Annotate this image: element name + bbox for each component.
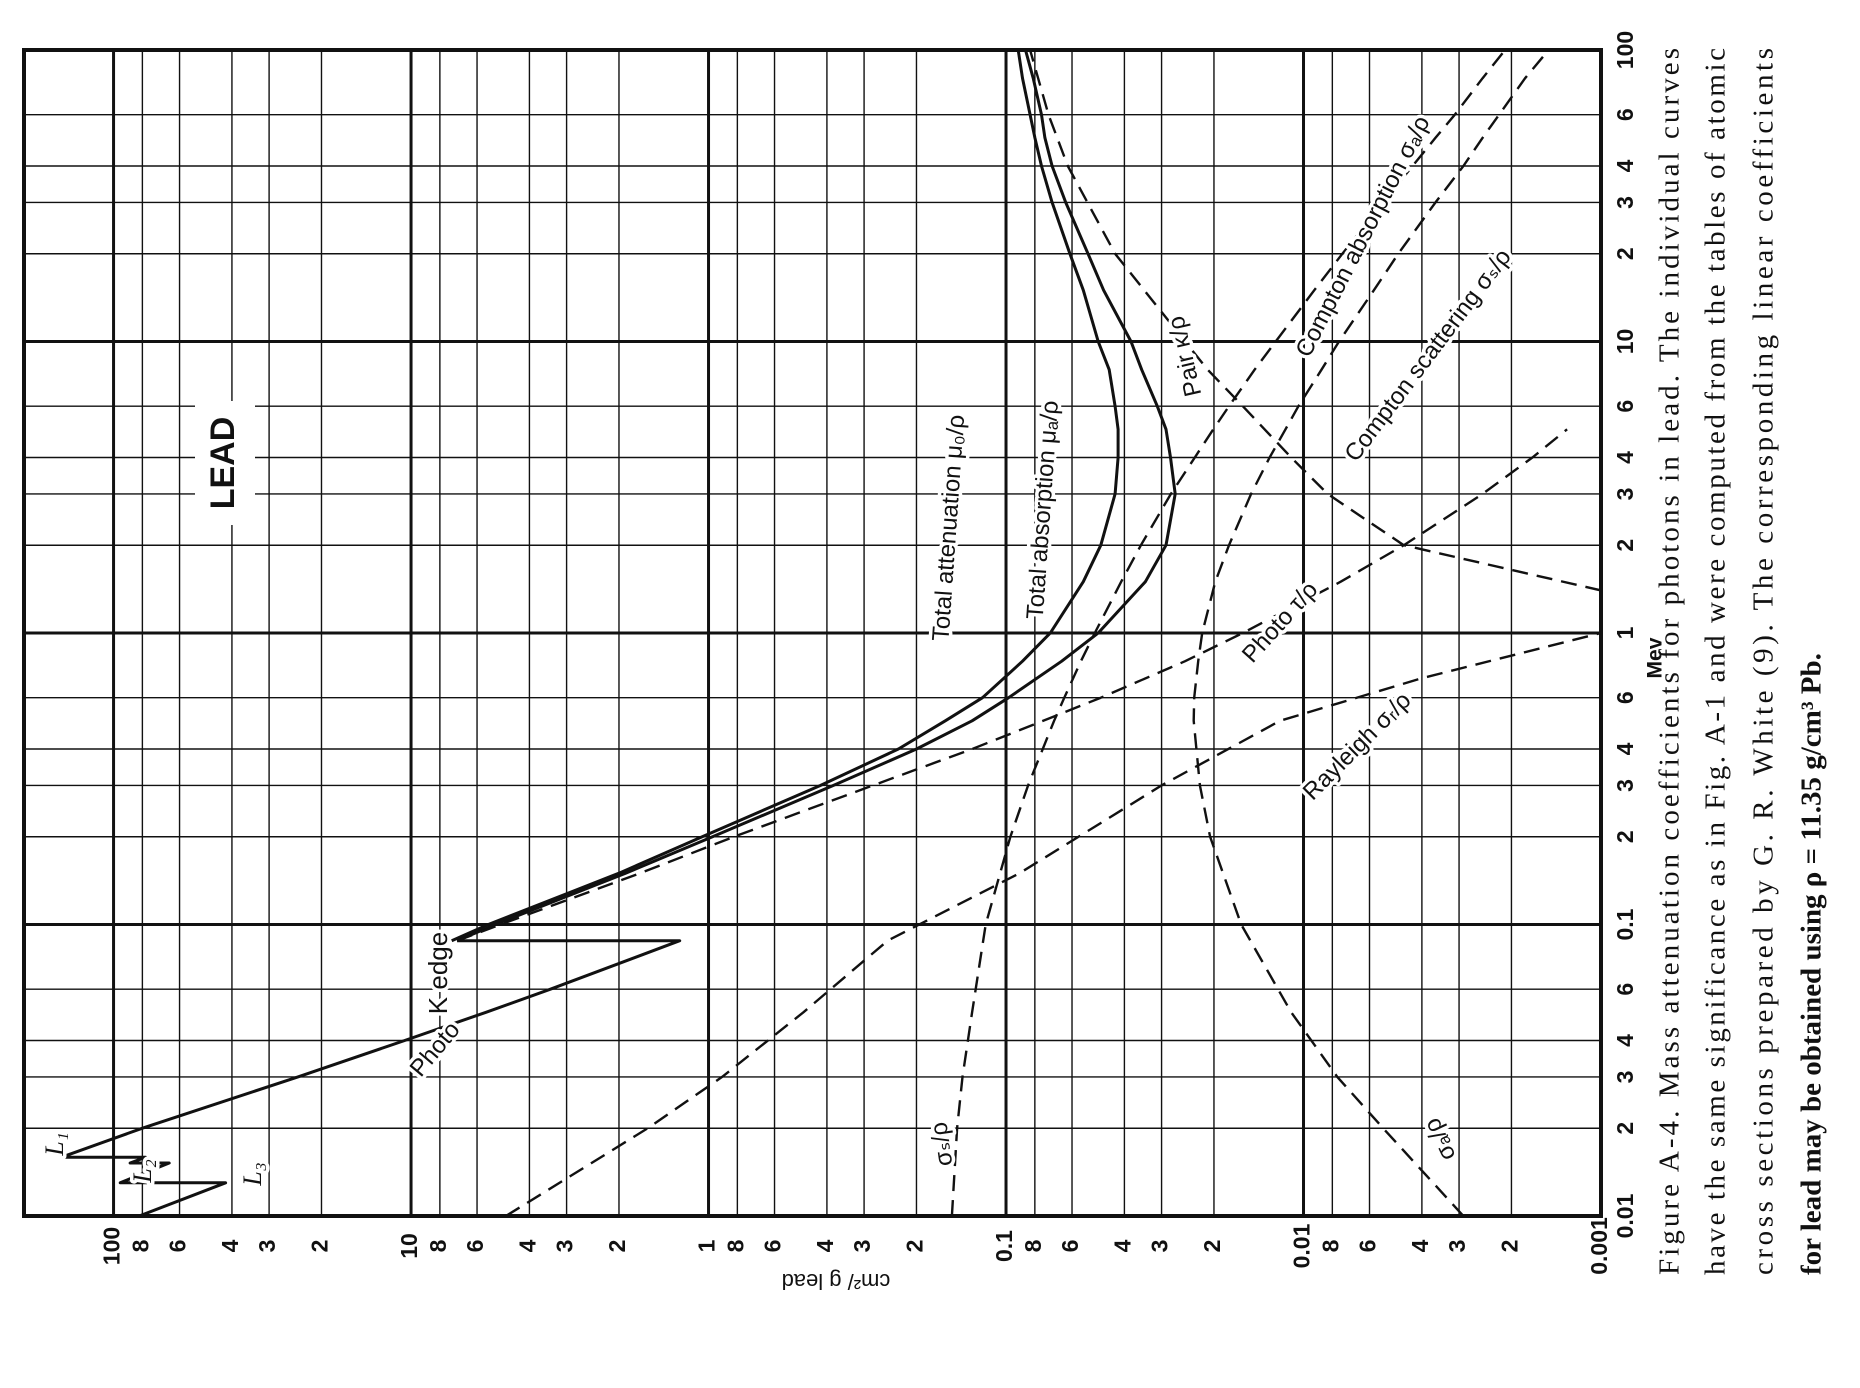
annotation: K edge <box>423 932 453 1014</box>
y-tick-label: 8 <box>425 1239 451 1252</box>
series-line <box>505 631 1601 1216</box>
y-tick-label: 2 <box>1497 1240 1523 1253</box>
y-tick-label: 4 <box>812 1239 838 1252</box>
y-tick-label: 4 <box>1109 1239 1135 1252</box>
y-tick-label: 3 <box>552 1240 578 1253</box>
y-tick-label: 6 <box>760 1240 786 1253</box>
label-box <box>195 401 255 525</box>
annotation: L₂ <box>128 1159 157 1184</box>
series-line <box>456 50 1177 943</box>
x-tick-label: 10 <box>1612 329 1638 355</box>
y-tick-label: 0.001 <box>1586 1217 1612 1275</box>
x-axis-label: Mev <box>1644 637 1667 678</box>
y-tick-label: 2 <box>902 1240 928 1253</box>
y-tick-label: 4 <box>1407 1239 1433 1252</box>
x-tick-label: 2 <box>1612 830 1638 843</box>
y-tick-label: 2 <box>1199 1240 1225 1253</box>
y-tick-label: 8 <box>127 1239 153 1252</box>
series-line <box>950 50 1507 1216</box>
annotation: L₁ <box>40 1132 69 1157</box>
x-tick-label: 3 <box>1612 779 1638 792</box>
y-tick-label: 6 <box>1355 1240 1381 1253</box>
y-tick-label: 0.01 <box>1289 1223 1315 1268</box>
x-tick-label: 4 <box>1612 451 1638 464</box>
x-tick-label: 6 <box>1612 983 1638 996</box>
y-tick-label: 2 <box>604 1240 630 1253</box>
y-tick-label: 2 <box>307 1240 333 1253</box>
annotation: LEAD <box>204 417 242 510</box>
series-line <box>456 428 1568 942</box>
x-tick-label: 3 <box>1612 488 1638 501</box>
x-tick-label: 3 <box>1612 196 1638 209</box>
y-tick-label: 100 <box>99 1227 125 1265</box>
y-tick-label: 3 <box>1147 1240 1173 1253</box>
x-tick-label: 0.01 <box>1612 1193 1638 1238</box>
caption-line: have the same significance as in Fig. A-… <box>1700 48 1732 1275</box>
y-tick-label: 3 <box>1444 1240 1470 1253</box>
y-tick-label: 3 <box>254 1240 280 1253</box>
annotation: L₃ <box>238 1162 267 1187</box>
y-tick-label: 1 <box>694 1239 720 1252</box>
y-axis-label: cm²/ g lead <box>782 1269 891 1294</box>
y-tick-label: 8 <box>1020 1239 1046 1252</box>
x-tick-label: 6 <box>1612 108 1638 121</box>
y-tick-label: 6 <box>165 1240 191 1253</box>
series-line <box>1192 50 1550 1216</box>
y-tick-label: 10 <box>396 1233 422 1259</box>
x-tick-label: 4 <box>1612 742 1638 755</box>
x-tick-label: 2 <box>1612 539 1638 552</box>
x-tick-label: 100 <box>1612 31 1638 69</box>
x-tick-label: 6 <box>1612 400 1638 413</box>
x-tick-label: 0.1 <box>1612 908 1638 940</box>
series-line <box>1028 50 1601 592</box>
curves <box>59 50 1601 1216</box>
y-tick-label: 8 <box>1317 1239 1343 1252</box>
caption-line: for lead may be obtained using ρ = 11.35… <box>1796 653 1828 1275</box>
series-line <box>59 939 682 1216</box>
x-tick-label: 2 <box>1612 247 1638 260</box>
y-tick-label: 4 <box>217 1239 243 1252</box>
x-tick-label: 1 <box>1612 626 1638 639</box>
y-tick-label: 3 <box>849 1240 875 1253</box>
x-tick-label: 6 <box>1612 691 1638 704</box>
x-tick-label: 2 <box>1612 1122 1638 1135</box>
y-tick-label: 0.1 <box>991 1230 1017 1262</box>
x-tick-label: 3 <box>1612 1071 1638 1084</box>
y-tick-label: 4 <box>515 1239 541 1252</box>
x-tick-label: 4 <box>1612 1034 1638 1047</box>
y-tick-label: 8 <box>722 1239 748 1252</box>
caption-line: cross sections prepared by G. R. White (… <box>1748 48 1780 1275</box>
y-tick-label: 6 <box>1057 1240 1083 1253</box>
y-tick-label: 6 <box>462 1240 488 1253</box>
series-line <box>451 50 1120 943</box>
x-tick-label: 4 <box>1612 159 1638 172</box>
